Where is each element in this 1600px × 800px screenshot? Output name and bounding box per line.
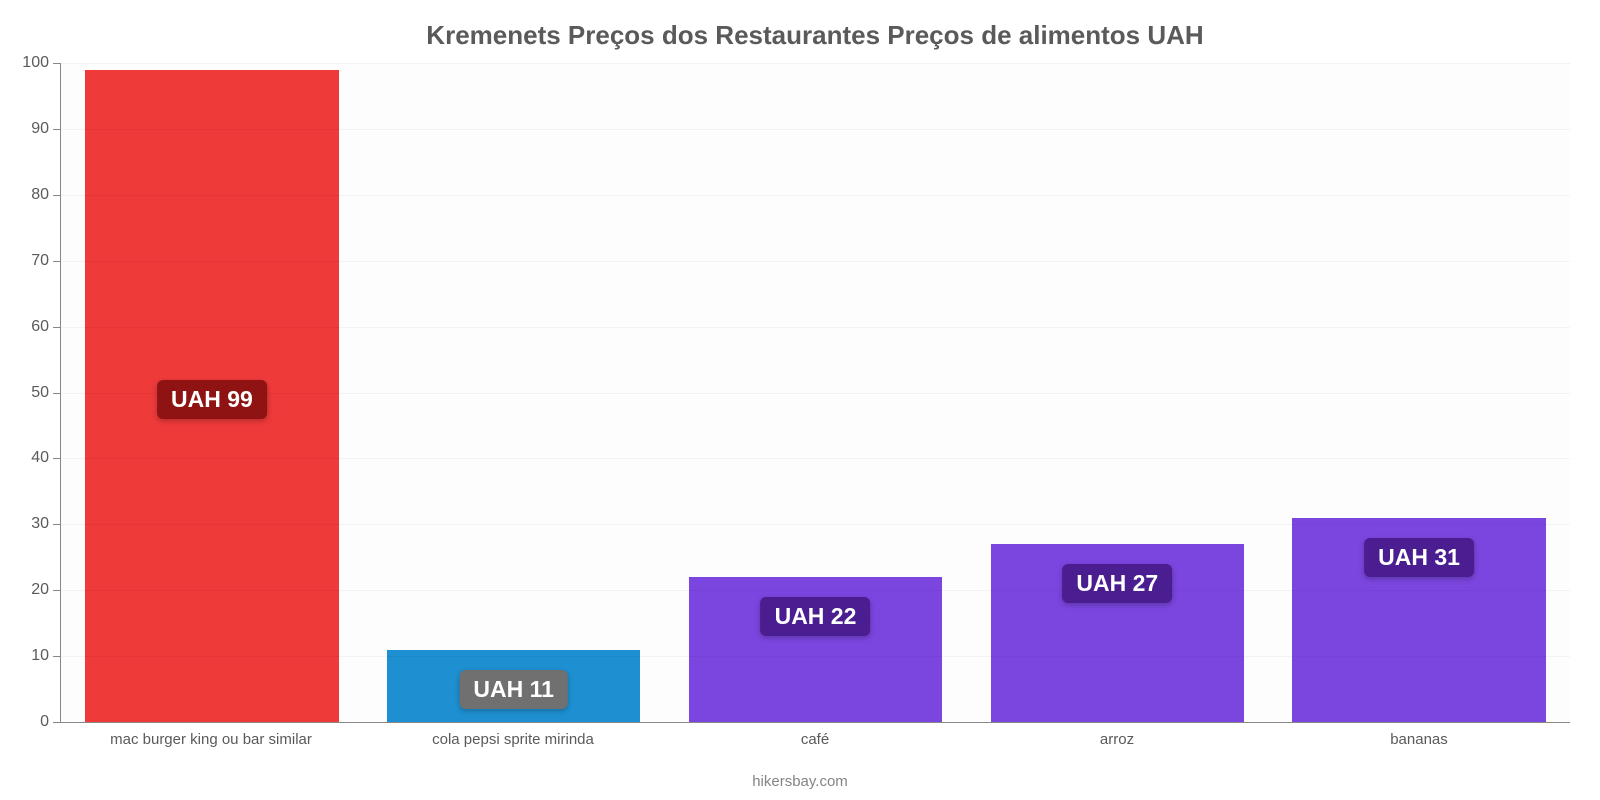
y-tick-label: 30 [31,515,61,533]
x-axis-label: mac burger king ou bar similar [60,731,362,748]
bar: UAH 22 [689,577,943,722]
grid-line [61,129,1570,130]
grid-line [61,524,1570,525]
grid-line [61,63,1570,64]
y-tick-label: 10 [31,647,61,665]
y-tick-label: 20 [31,581,61,599]
y-tick-label: 70 [31,252,61,270]
y-tick-label: 40 [31,449,61,467]
bar: UAH 27 [991,544,1245,722]
x-axis-labels: mac burger king ou bar similarcola pepsi… [60,731,1570,748]
chart-title: Kremenets Preços dos Restaurantes Preços… [60,20,1570,51]
y-tick-label: 80 [31,186,61,204]
chart-container: Kremenets Preços dos Restaurantes Preços… [0,0,1600,800]
y-tick-label: 90 [31,120,61,138]
y-tick-label: 50 [31,384,61,402]
grid-line [61,195,1570,196]
attribution-text: hikersbay.com [0,773,1600,790]
grid-line [61,393,1570,394]
x-axis-label: cola pepsi sprite mirinda [362,731,664,748]
grid-line [61,327,1570,328]
x-axis-label: bananas [1268,731,1570,748]
x-axis-label: café [664,731,966,748]
grid-line [61,656,1570,657]
bar: UAH 99 [85,70,339,722]
bar: UAH 31 [1292,518,1546,722]
y-tick-label: 60 [31,318,61,336]
grid-line [61,261,1570,262]
x-axis-label: arroz [966,731,1268,748]
value-badge: UAH 22 [761,597,871,636]
value-badge: UAH 27 [1062,564,1172,603]
value-badge: UAH 99 [157,380,267,419]
plot-area: UAH 99UAH 11UAH 22UAH 27UAH 31 010203040… [60,63,1570,723]
bar: UAH 11 [387,650,641,722]
value-badge: UAH 31 [1364,538,1474,577]
grid-line [61,590,1570,591]
grid-line [61,458,1570,459]
value-badge: UAH 11 [459,670,568,709]
y-tick-label: 100 [22,54,61,72]
y-tick-label: 0 [40,713,61,731]
